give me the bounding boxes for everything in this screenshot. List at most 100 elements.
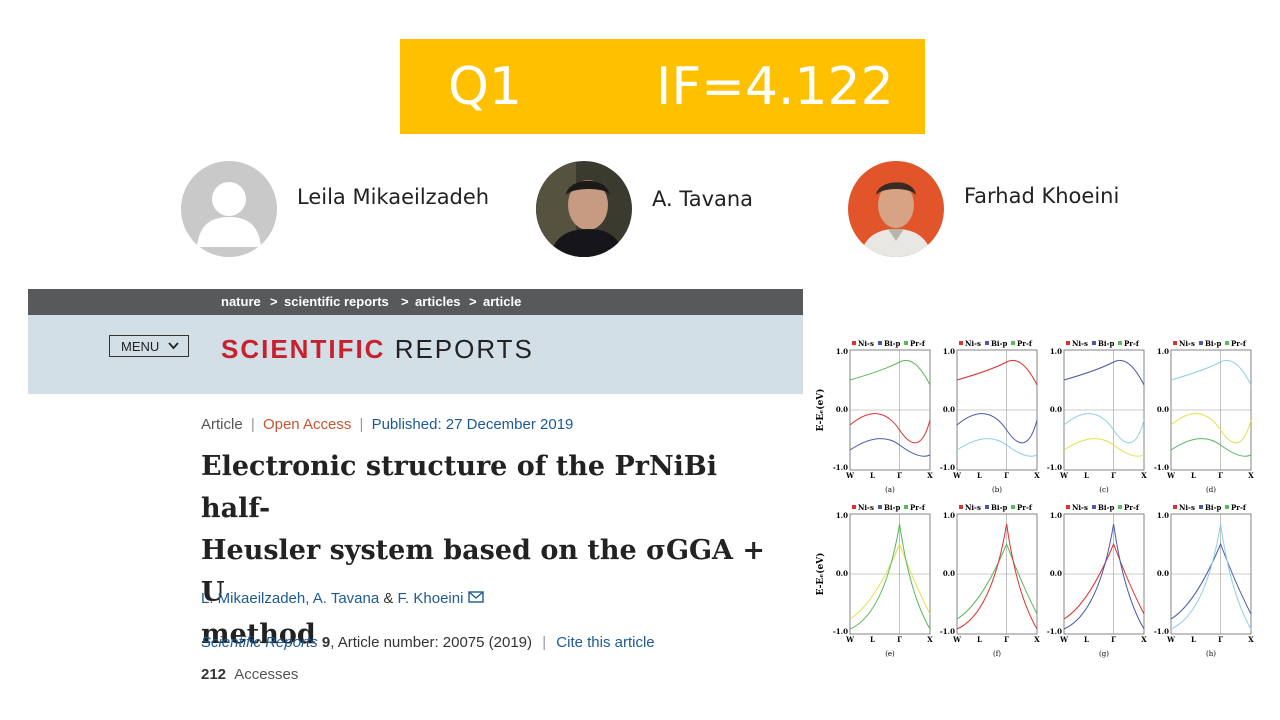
legend-label: Ni-s: [1072, 339, 1088, 348]
quartile-label: Q1: [448, 57, 523, 117]
x-tick-label: L: [870, 635, 875, 644]
x-tick-label: X: [1248, 471, 1254, 480]
x-tick-label: X: [927, 635, 933, 644]
article-number: , Article number: 20075 (2019): [330, 634, 533, 651]
band-curve: [849, 413, 931, 444]
x-tick-label: W: [1059, 635, 1068, 644]
volume: 9: [321, 634, 331, 651]
legend-swatch: [1173, 505, 1177, 509]
panel-label: (a): [885, 486, 895, 494]
legend-swatch: [904, 341, 908, 345]
band-curve: [1170, 542, 1252, 620]
legend-swatch: [1199, 505, 1203, 509]
legend-swatch: [1092, 505, 1096, 509]
published-date: Published: 27 December 2019: [371, 416, 574, 433]
x-tick-label: W: [952, 471, 961, 480]
legend-label: Bi-p: [884, 503, 900, 512]
y-tick-label: 1.0: [1157, 347, 1169, 356]
x-tick-label: X: [1141, 471, 1147, 480]
x-tick-label: Γ: [1004, 635, 1009, 644]
legend-swatch: [1225, 341, 1229, 345]
legend-swatch: [878, 505, 882, 509]
legend-swatch: [852, 341, 856, 345]
legend-label: Bi-p: [1205, 503, 1221, 512]
legend-label: Ni-s: [858, 339, 874, 348]
y-axis-label: E-Eₑ(eV): [815, 389, 826, 432]
menu-label: MENU: [121, 339, 160, 354]
article-meta: Article | Open Access | Published: 27 De…: [201, 416, 574, 433]
x-tick-label: L: [870, 471, 875, 480]
x-tick-label: L: [1191, 471, 1196, 480]
band-curve: [849, 542, 931, 620]
legend-label: Pr-f: [1124, 503, 1140, 512]
cite-this-article-link[interactable]: Cite this article: [556, 634, 655, 651]
legend-label: Pr-f: [1017, 503, 1033, 512]
band-curve: [956, 542, 1038, 620]
legend-swatch: [1173, 341, 1177, 345]
y-tick-label: 1.0: [1050, 347, 1062, 356]
y-tick-label: -1.0: [1047, 463, 1062, 472]
x-tick-label: Γ: [1218, 471, 1223, 480]
default-user-avatar-icon: [181, 161, 277, 257]
legend-label: Bi-p: [1098, 503, 1114, 512]
x-tick-label: W: [845, 635, 854, 644]
breadcrumb-nature[interactable]: nature: [221, 294, 261, 309]
legend-label: Bi-p: [991, 339, 1007, 348]
band-curve: [1063, 523, 1145, 630]
legend-swatch: [985, 505, 989, 509]
y-tick-label: -1.0: [940, 463, 955, 472]
citation-line: Scientific Reports 9, Article number: 20…: [201, 634, 655, 651]
author-link-3[interactable]: F. Khoeini: [397, 590, 464, 607]
x-tick-label: Γ: [1004, 471, 1009, 480]
panel-label: (d): [1206, 486, 1216, 494]
panel-label: (g): [1099, 650, 1109, 658]
open-access-badge: Open Access: [262, 416, 352, 433]
x-tick-label: W: [1166, 471, 1175, 480]
journal-logo[interactable]: SCIENTIFIC REPORTS: [221, 334, 534, 365]
breadcrumb-scientific-reports[interactable]: scientific reports: [284, 294, 389, 309]
legend-label: Bi-p: [1098, 339, 1114, 348]
y-tick-label: -1.0: [940, 627, 955, 636]
y-tick-label: -1.0: [833, 627, 848, 636]
breadcrumb-article[interactable]: article: [483, 294, 522, 309]
author-link-1[interactable]: L. Mikaeilzadeh: [201, 590, 306, 607]
menu-button[interactable]: MENU: [109, 335, 189, 357]
legend-label: Bi-p: [884, 339, 900, 348]
email-icon[interactable]: [467, 591, 484, 603]
breadcrumb-articles[interactable]: articles: [415, 294, 461, 309]
x-tick-label: X: [1034, 635, 1040, 644]
legend-label: Ni-s: [858, 503, 874, 512]
y-tick-label: 0.0: [1050, 405, 1062, 414]
y-tick-label: 0.0: [943, 405, 955, 414]
legend-swatch: [959, 341, 963, 345]
accesses-label: Accesses: [234, 666, 299, 683]
article-title: Electronic structure of the PrNiBi half-…: [201, 446, 791, 656]
article-title-line-2: Heusler system based on the σGGA + U: [201, 535, 766, 608]
legend-label: Ni-s: [1179, 339, 1195, 348]
legend-label: Pr-f: [910, 339, 926, 348]
band-curve: [1170, 413, 1252, 444]
author-name-2: A. Tavana: [652, 187, 754, 211]
legend-label: Ni-s: [1179, 503, 1195, 512]
x-tick-label: L: [1084, 635, 1089, 644]
y-tick-label: 1.0: [1157, 511, 1169, 520]
x-tick-label: Γ: [897, 635, 902, 644]
y-tick-label: -1.0: [1154, 627, 1169, 636]
band-curve: [1063, 542, 1145, 620]
legend-swatch: [959, 505, 963, 509]
article-title-line-1: Electronic structure of the PrNiBi half-: [201, 451, 718, 524]
author-link-2[interactable]: A. Tavana: [312, 590, 380, 607]
legend-swatch: [1092, 341, 1096, 345]
legend-swatch: [1118, 341, 1122, 345]
y-tick-label: 0.0: [943, 569, 955, 578]
journal-link[interactable]: Scientific Reports: [201, 634, 318, 651]
y-tick-label: 1.0: [836, 511, 848, 520]
journal-header: [28, 315, 803, 394]
author-photo-avatar-icon: [536, 161, 632, 257]
band-curve: [1170, 438, 1252, 457]
y-axis-label: E-Eₑ(eV): [815, 553, 826, 596]
y-tick-label: 1.0: [836, 347, 848, 356]
band-curve: [1170, 359, 1252, 386]
band-curve: [1063, 359, 1145, 386]
x-tick-label: Γ: [1218, 635, 1223, 644]
